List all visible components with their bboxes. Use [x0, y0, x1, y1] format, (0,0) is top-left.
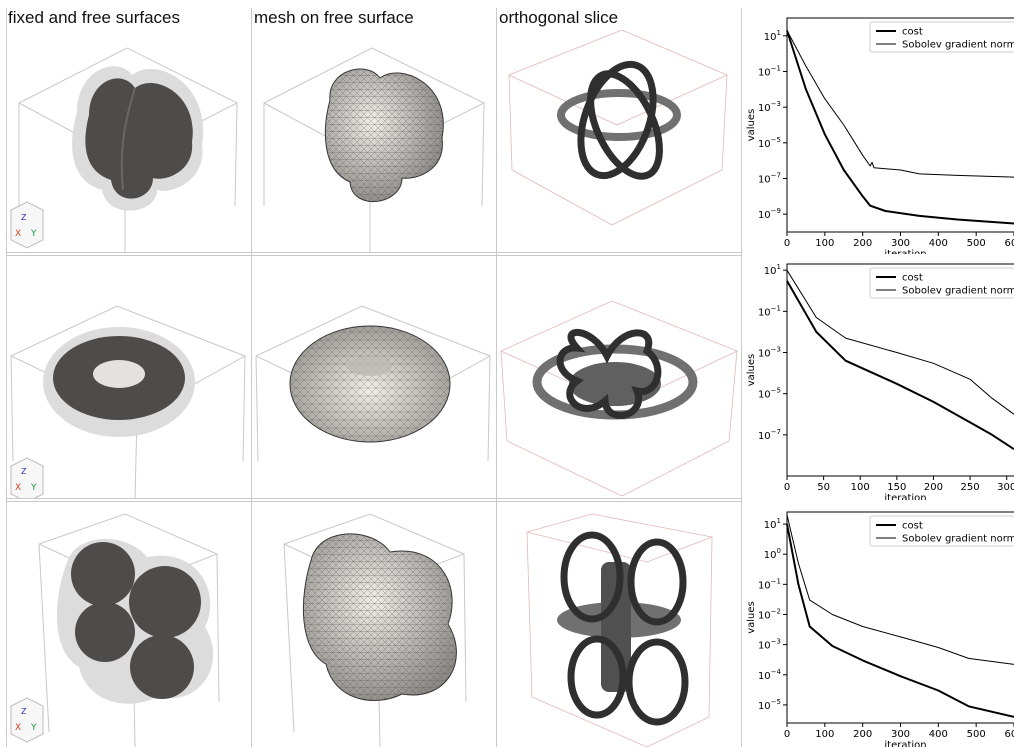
- y-axis-label: values: [746, 601, 757, 634]
- row2-slice-render: [497, 256, 741, 498]
- axis-x-label: X: [15, 483, 21, 493]
- series-cost-line: [786, 280, 1014, 451]
- row3-mesh-render: [252, 502, 496, 747]
- y-tick-label: 10−5: [758, 698, 781, 712]
- axis-y-label: Y: [30, 723, 37, 733]
- series-sobolev-gradient-line: [786, 514, 1014, 665]
- row3-slice-render: [497, 502, 741, 747]
- x-tick-label: 200: [853, 729, 872, 740]
- x-tick-label: 0: [784, 729, 790, 740]
- y-tick-label: 10−4: [758, 668, 782, 682]
- plot-frame: [786, 17, 1014, 233]
- y-tick-label: 10−3: [758, 638, 781, 652]
- axes-orientation-widget: Z X Y: [10, 201, 44, 249]
- legend: cost Sobolev gradient norm: [869, 267, 1014, 299]
- y-tick-label: 10−3: [758, 100, 781, 114]
- convergence-chart-row2: 0 50 100 150 200 250 300 101 10−1 10−3 10−5 10−7 ite…: [746, 263, 1014, 500]
- y-tick-label: 10−1: [758, 65, 781, 79]
- column-title-mesh: mesh on free surface: [254, 8, 414, 27]
- legend-box: [869, 267, 1014, 299]
- x-tick-label: 100: [815, 238, 834, 249]
- legend-label: Sobolev gradient norm: [902, 534, 1014, 545]
- row1-fixed-free-render: Z X Y: [7, 30, 251, 252]
- x-tick-label: 500: [967, 729, 986, 740]
- y-tick-label: 10−7: [758, 428, 781, 442]
- x-tick-label: 200: [853, 238, 872, 249]
- column-title-slice: orthogonal slice: [499, 8, 619, 27]
- legend: cost Sobolev gradient norm: [869, 21, 1014, 53]
- axis-y-label: Y: [30, 483, 37, 493]
- row2-fixed-free-render: Z X Y: [7, 256, 251, 498]
- legend-box: [869, 515, 1014, 547]
- legend-label: cost: [902, 521, 923, 532]
- x-tick-label: 300: [997, 482, 1014, 493]
- legend-label: Sobolev gradient norm: [902, 286, 1014, 297]
- convergence-chart-row1: 0 100 200 300 400 500 600 101 10−1 10−3 10−5 10−7 10…: [746, 17, 1014, 254]
- x-tick-label: 0: [784, 482, 790, 493]
- plot-frame: [786, 511, 1014, 724]
- x-tick-label: 400: [929, 238, 948, 249]
- row3-fixed-free-render: Z X Y: [7, 502, 251, 747]
- y-tick-label: 10−5: [758, 136, 781, 150]
- x-axis-label: iteration: [884, 740, 926, 747]
- axis-y-label: Y: [30, 229, 37, 239]
- legend-label: cost: [902, 273, 923, 284]
- x-axis-label: iteration: [884, 249, 926, 254]
- x-tick-label: 300: [891, 729, 910, 740]
- plot-frame: [786, 263, 1014, 477]
- y-tick-label: 10−7: [758, 172, 781, 186]
- series-sobolev-gradient-line: [786, 30, 1014, 178]
- x-tick-label: 600: [1004, 729, 1014, 740]
- y-tick-label: 101: [764, 517, 781, 531]
- x-axis-label: iteration: [884, 493, 926, 500]
- series-cost-line: [786, 30, 1014, 225]
- y-tick-label: 10−9: [758, 207, 781, 221]
- x-tick-label: 100: [815, 729, 834, 740]
- x-tick-label: 200: [924, 482, 943, 493]
- convergence-chart-row3: 0 100 200 300 400 500 600 101 100 10−1 10−2 10−3 10−…: [746, 511, 1014, 747]
- y-tick-label: 10−1: [758, 304, 781, 318]
- x-tick-label: 400: [929, 729, 948, 740]
- x-tick-label: 0: [784, 238, 790, 249]
- y-tick-label: 101: [764, 29, 781, 43]
- axis-z-label: Z: [21, 707, 27, 716]
- x-tick-label: 100: [851, 482, 870, 493]
- y-tick-label: 100: [764, 547, 781, 561]
- y-tick-label: 10−3: [758, 346, 781, 360]
- legend-label: cost: [902, 27, 923, 38]
- x-tick-label: 250: [961, 482, 980, 493]
- column-title-fixed-free: fixed and free surfaces: [8, 8, 180, 27]
- y-tick-label: 10−5: [758, 387, 781, 401]
- y-axis-label: values: [746, 109, 757, 142]
- axis-x-label: X: [15, 229, 21, 239]
- x-tick-label: 300: [891, 238, 910, 249]
- legend-box: [869, 21, 1014, 53]
- row1-mesh-render: [252, 30, 496, 252]
- y-tick-label: 101: [764, 263, 781, 277]
- y-tick-label: 10−1: [758, 577, 781, 591]
- series-sobolev-gradient-line: [786, 269, 1014, 415]
- y-tick-label: 10−2: [758, 607, 781, 621]
- axis-z-label: Z: [21, 467, 27, 476]
- x-tick-label: 600: [1004, 238, 1014, 249]
- axis-x-label: X: [15, 723, 21, 733]
- x-tick-label: 50: [817, 482, 830, 493]
- axis-z-label: Z: [21, 213, 27, 222]
- y-axis-label: values: [746, 354, 757, 387]
- series-cost-line: [786, 523, 1014, 718]
- row1-slice-render: [497, 30, 741, 252]
- row2-mesh-render: [252, 256, 496, 498]
- legend: cost Sobolev gradient norm: [869, 515, 1014, 547]
- legend-label: Sobolev gradient norm: [902, 40, 1014, 51]
- x-tick-label: 150: [887, 482, 906, 493]
- x-tick-label: 500: [967, 238, 986, 249]
